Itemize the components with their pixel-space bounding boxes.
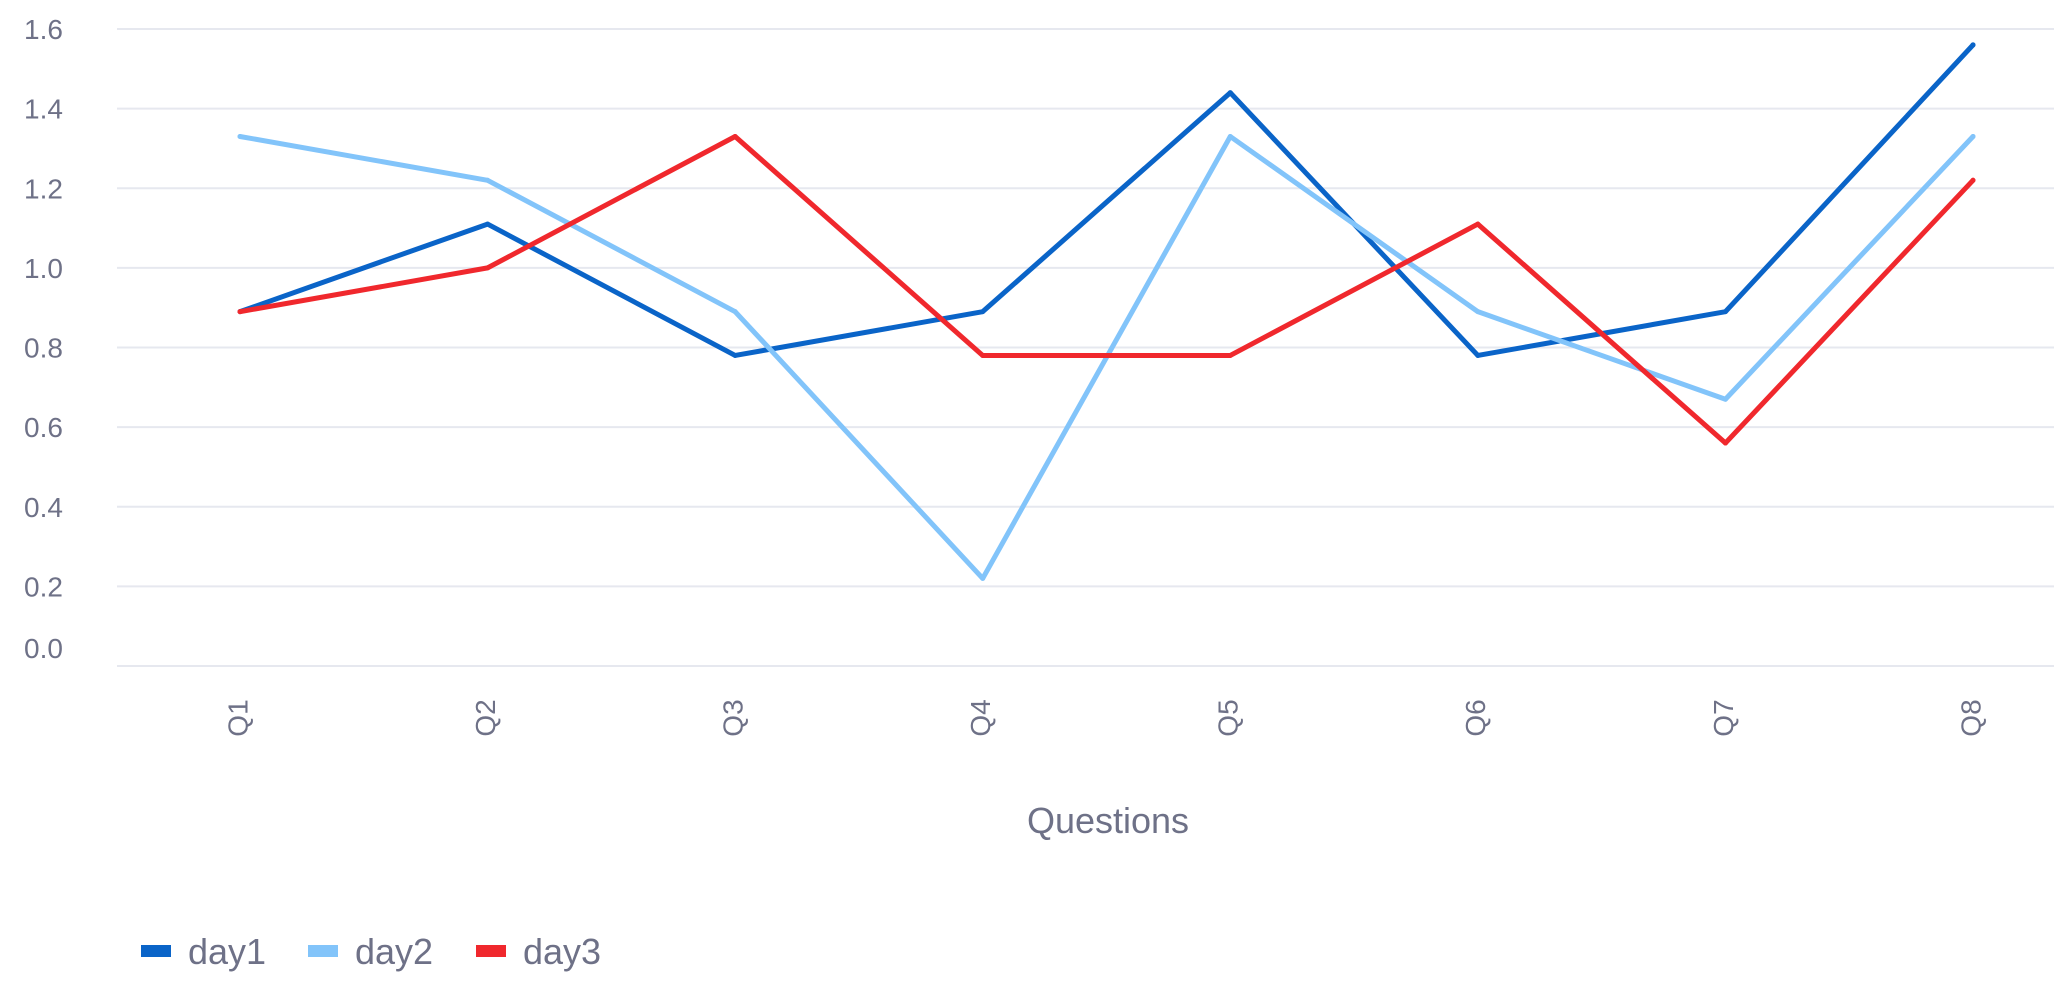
legend-label: day1 bbox=[188, 931, 266, 972]
legend-swatch bbox=[141, 945, 171, 957]
x-tick-label: Q4 bbox=[965, 699, 996, 736]
data-point-day2 bbox=[732, 309, 738, 315]
series-line-day3 bbox=[237, 133, 1976, 446]
data-point-day2 bbox=[237, 133, 243, 139]
x-tick-label: Q8 bbox=[1955, 699, 1986, 736]
legend-label: day3 bbox=[523, 931, 601, 972]
data-point-day3 bbox=[1970, 177, 1976, 183]
data-point-day1 bbox=[1475, 352, 1481, 358]
data-point-day2 bbox=[485, 177, 491, 183]
data-point-day1 bbox=[1227, 90, 1233, 96]
x-tick-label: Q7 bbox=[1708, 699, 1739, 736]
data-point-day2 bbox=[1227, 133, 1233, 139]
data-point-day3 bbox=[732, 133, 738, 139]
data-point-day1 bbox=[1722, 309, 1728, 315]
series-lines bbox=[237, 42, 1976, 581]
y-tick-label: 0.0 bbox=[24, 633, 63, 664]
legend-item-day3: day3 bbox=[476, 931, 601, 972]
y-tick-label: 1.2 bbox=[24, 173, 63, 204]
y-tick-label: 0.2 bbox=[24, 571, 63, 602]
x-axis-tick-labels: Q1 Q2 Q3 Q4 Q5 Q6 Q7 Q8 bbox=[222, 699, 1986, 736]
y-tick-label: 1.4 bbox=[24, 94, 63, 125]
y-tick-label: 0.4 bbox=[24, 492, 63, 523]
data-point-day3 bbox=[485, 265, 491, 271]
x-tick-label: Q5 bbox=[1213, 699, 1244, 736]
y-tick-label: 0.8 bbox=[24, 333, 63, 364]
data-point-day3 bbox=[237, 309, 243, 315]
legend-item-day2: day2 bbox=[308, 931, 433, 972]
data-point-day3 bbox=[1722, 440, 1728, 446]
y-tick-label: 1.0 bbox=[24, 253, 63, 284]
x-tick-label: Q3 bbox=[718, 699, 749, 736]
data-point-day2 bbox=[1475, 309, 1481, 315]
y-axis-tick-labels: 0.0 0.2 0.4 0.6 0.8 1.0 1.2 1.4 1.6 bbox=[24, 14, 63, 664]
legend-item-day1: day1 bbox=[141, 931, 266, 972]
x-tick-label: Q1 bbox=[222, 699, 253, 736]
x-axis-title: Questions bbox=[1027, 800, 1189, 841]
data-point-day3 bbox=[1475, 221, 1481, 227]
legend: day1 day2 day3 bbox=[141, 931, 601, 972]
data-point-day3 bbox=[980, 352, 986, 358]
x-tick-label: Q2 bbox=[470, 699, 501, 736]
data-point-day1 bbox=[485, 221, 491, 227]
legend-swatch bbox=[308, 945, 338, 957]
data-point-day2 bbox=[980, 575, 986, 581]
y-tick-label: 1.6 bbox=[24, 14, 63, 45]
legend-swatch bbox=[476, 945, 506, 957]
data-point-day1 bbox=[1970, 42, 1976, 48]
grid-lines bbox=[117, 28, 2054, 667]
series-line-day1 bbox=[237, 42, 1976, 358]
legend-label: day2 bbox=[355, 931, 433, 972]
data-point-day1 bbox=[732, 352, 738, 358]
data-point-day2 bbox=[1970, 133, 1976, 139]
x-tick-label: Q6 bbox=[1460, 699, 1491, 736]
data-point-day3 bbox=[1227, 352, 1233, 358]
y-tick-label: 0.6 bbox=[24, 412, 63, 443]
data-point-day1 bbox=[980, 309, 986, 315]
data-point-day2 bbox=[1722, 396, 1728, 402]
